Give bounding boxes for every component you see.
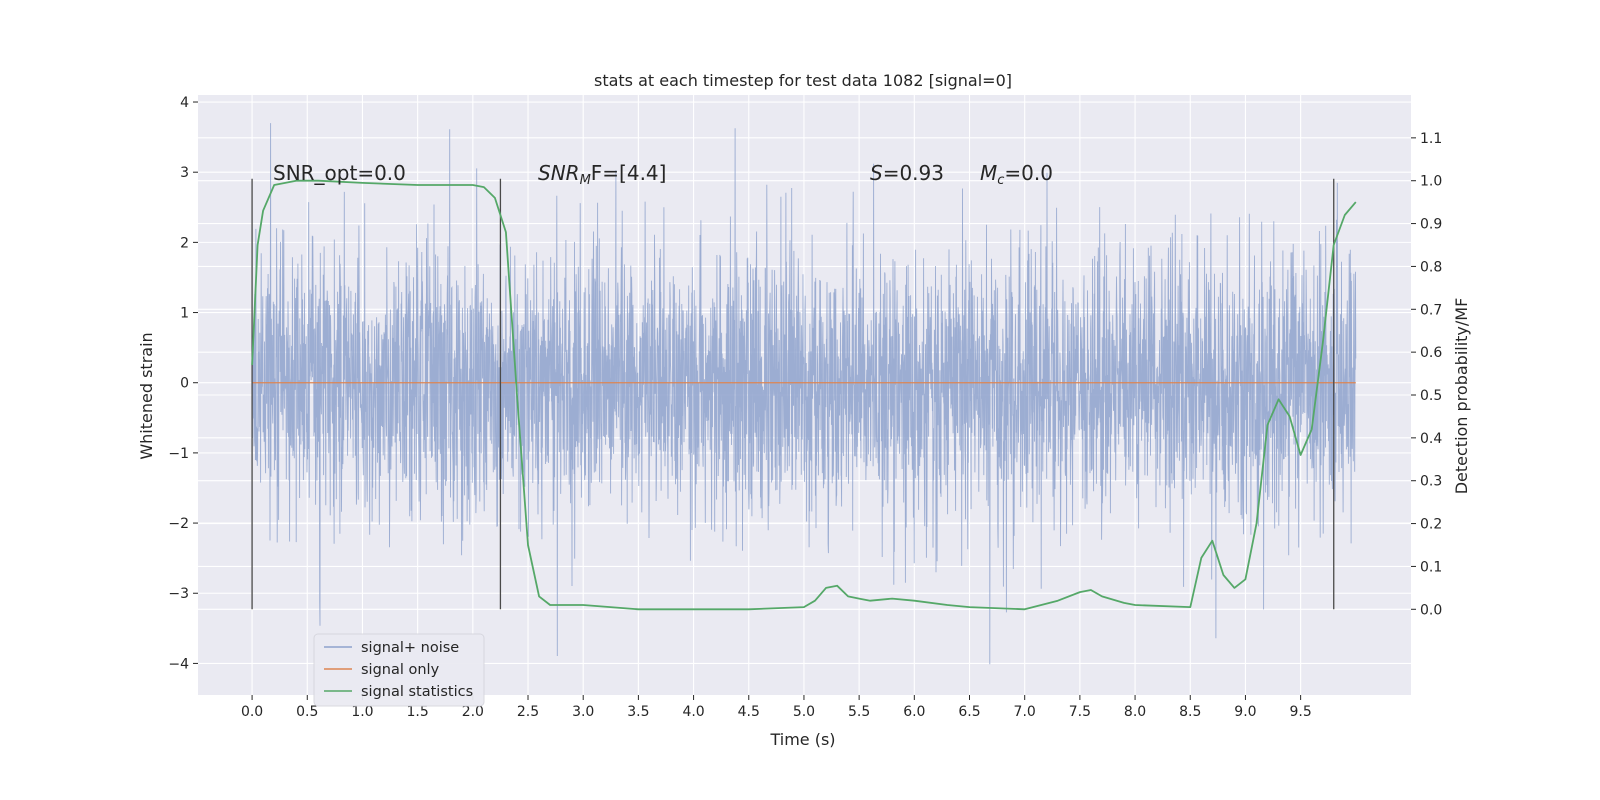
- x-tick-label: 5.0: [793, 704, 815, 720]
- x-tick-label: 2.5: [517, 704, 539, 720]
- x-tick-label: 5.5: [848, 704, 870, 720]
- right-y-tick-label: 0.2: [1420, 517, 1442, 533]
- right-y-tick-label: 0.4: [1420, 431, 1442, 447]
- left-y-tick-label: 3: [180, 165, 189, 181]
- right-y-tick-label: 1.0: [1420, 174, 1442, 190]
- annotation-snr-mf: SNRMF=[4.4]: [538, 161, 666, 188]
- legend-label-signal-only: signal only: [361, 662, 440, 678]
- x-tick-label: 3.5: [627, 704, 649, 720]
- left-y-tick-label: 2: [180, 235, 189, 251]
- right-y-tick-label: 0.0: [1420, 602, 1442, 618]
- x-tick-label: 9.0: [1234, 704, 1256, 720]
- right-y-tick-label: 0.5: [1420, 388, 1442, 404]
- left-y-axis-label: Whitened strain: [137, 332, 156, 459]
- signal-statistics-line: [251, 179, 1357, 611]
- legend-box: [313, 633, 485, 707]
- right-y-axis-ticks: 0.0 0.1 0.2 0.3 0.4 0.5 0.6 0.7 0.8 0.9 1.0 1.1: [1411, 131, 1442, 618]
- right-y-tick-label: 0.9: [1420, 217, 1442, 233]
- right-y-tick-label: 0.1: [1420, 559, 1442, 575]
- left-y-tick-label: −2: [168, 516, 189, 532]
- annotation-mc: Mc=0.0: [980, 161, 1053, 188]
- right-y-tick-label: 1.1: [1420, 131, 1442, 147]
- left-y-tick-label: −4: [168, 656, 189, 672]
- x-tick-label: 8.0: [1124, 704, 1146, 720]
- right-y-tick-label: 0.7: [1420, 302, 1442, 318]
- left-y-tick-label: 4: [180, 95, 189, 111]
- x-tick-label: 6.0: [903, 704, 925, 720]
- right-y-axis-label: Detection probability/MF: [1452, 298, 1471, 495]
- legend-label-signal-noise: signal+ noise: [361, 640, 459, 656]
- x-axis-ticks: 0.0 0.5 1.0 1.5 2.0 2.5 3.0 3.5 4.0 4.5 5.0 5.5 6.0 6…: [241, 695, 1312, 720]
- right-y-tick-label: 0.3: [1420, 474, 1442, 490]
- x-tick-label: 1.5: [407, 704, 429, 720]
- x-tick-label: 3.0: [572, 704, 594, 720]
- annotation-s: S=0.93: [870, 161, 944, 185]
- x-axis-label: Time (s): [769, 730, 835, 749]
- x-tick-label: 2.0: [462, 704, 484, 720]
- x-tick-label: 4.0: [682, 704, 704, 720]
- signal-statistics-series: [251, 179, 1357, 611]
- x-tick-label: 1.0: [351, 704, 373, 720]
- signal-noise-series: [251, 123, 1357, 665]
- x-tick-label: 7.5: [1069, 704, 1091, 720]
- left-y-tick-label: 0: [180, 376, 189, 392]
- x-tick-label: 6.5: [958, 704, 980, 720]
- legend-label-signal-statistics: signal statistics: [361, 684, 473, 700]
- x-tick-label: 0.0: [241, 704, 263, 720]
- x-tick-label: 8.5: [1179, 704, 1201, 720]
- left-y-tick-label: −3: [168, 586, 189, 602]
- right-y-tick-label: 0.8: [1420, 259, 1442, 275]
- x-tick-label: 9.5: [1289, 704, 1311, 720]
- right-y-tick-label: 0.6: [1420, 345, 1442, 361]
- signal-noise-line: [251, 123, 1357, 665]
- x-tick-label: 0.5: [296, 704, 318, 720]
- left-y-axis-ticks: −4 −3 −2 −1 0 1 2 3 4: [168, 95, 198, 672]
- x-tick-label: 4.5: [738, 704, 760, 720]
- chart-title: stats at each timestep for test data 108…: [594, 71, 1012, 90]
- legend: signal+ noise signal only signal statist…: [313, 633, 485, 707]
- left-y-tick-label: 1: [180, 306, 189, 322]
- x-tick-label: 7.0: [1014, 704, 1036, 720]
- annotation-snr-opt: SNR_opt=0.0: [273, 161, 406, 185]
- left-y-tick-label: −1: [168, 446, 189, 462]
